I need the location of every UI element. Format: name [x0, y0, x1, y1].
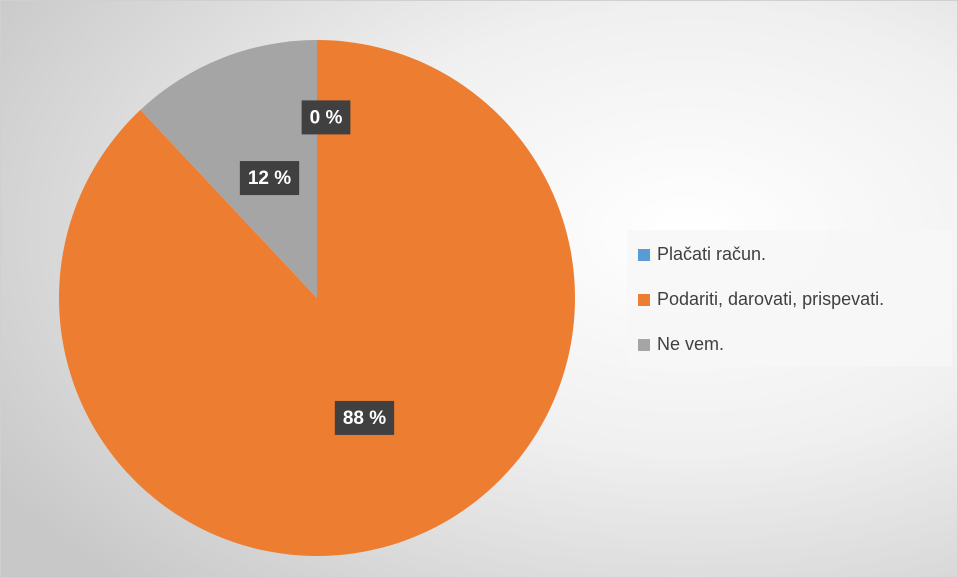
- legend-swatch: [638, 339, 650, 351]
- legend-label: Podariti, darovati, prispevati.: [657, 289, 884, 309]
- data-label: 88 %: [343, 408, 386, 429]
- data-label-box: [301, 100, 351, 135]
- legend-label: Ne vem.: [657, 334, 724, 354]
- legend-swatch: [638, 294, 650, 306]
- pie-slice: [140, 40, 317, 298]
- data-label: 0 %: [310, 107, 343, 128]
- data-label: 12 %: [248, 168, 291, 189]
- legend-box: [627, 230, 952, 366]
- data-label-box: [334, 400, 395, 435]
- legend-label: Plačati račun.: [657, 244, 766, 264]
- data-label-box: [239, 161, 300, 196]
- legend-swatch: [638, 249, 650, 261]
